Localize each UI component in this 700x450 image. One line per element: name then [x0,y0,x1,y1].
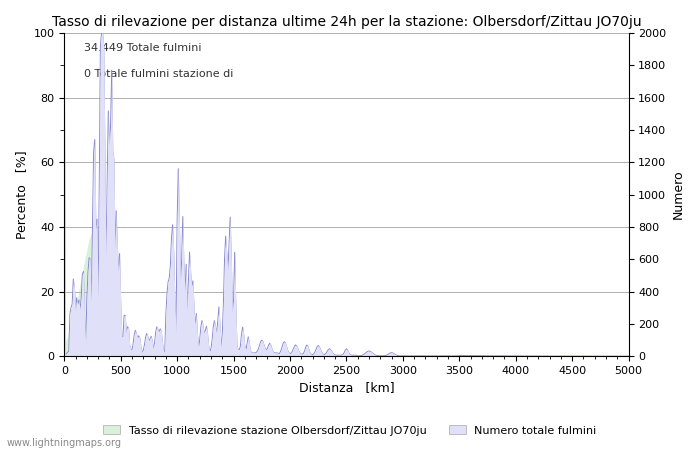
Text: 34.449 Totale fulmini: 34.449 Totale fulmini [84,43,202,53]
Y-axis label: Percento   [%]: Percento [%] [15,150,28,239]
Title: Tasso di rilevazione per distanza ultime 24h per la stazione: Olbersdorf/Zittau : Tasso di rilevazione per distanza ultime… [52,15,641,29]
X-axis label: Distanza   [km]: Distanza [km] [299,382,394,395]
Legend: Tasso di rilevazione stazione Olbersdorf/Zittau JO70ju, Numero totale fulmini: Tasso di rilevazione stazione Olbersdorf… [99,421,601,440]
Y-axis label: Numero: Numero [672,170,685,220]
Text: 0 Totale fulmini stazione di: 0 Totale fulmini stazione di [84,68,233,78]
Text: www.lightningmaps.org: www.lightningmaps.org [7,438,122,448]
